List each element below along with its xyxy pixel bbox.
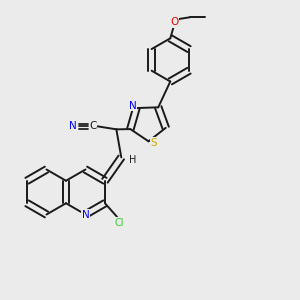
- Text: C: C: [89, 121, 97, 131]
- Text: Cl: Cl: [115, 218, 124, 228]
- Text: N: N: [82, 209, 89, 220]
- Text: N: N: [69, 121, 76, 131]
- Text: H: H: [129, 155, 136, 165]
- Text: N: N: [129, 101, 137, 111]
- Text: S: S: [151, 138, 157, 148]
- Text: O: O: [170, 17, 178, 27]
